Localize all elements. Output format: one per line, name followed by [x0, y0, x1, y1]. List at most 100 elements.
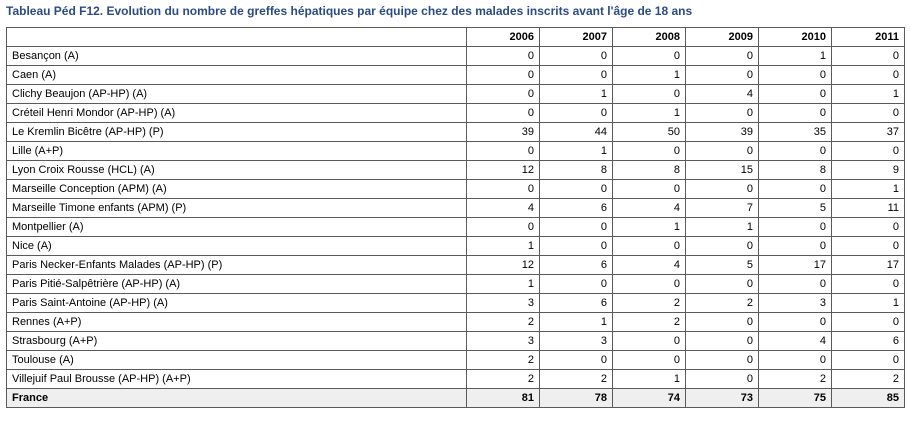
table-row: Lille (A+P) 0 1 0 0 0 0 — [6, 141, 905, 161]
value-cell: 39 — [466, 122, 540, 142]
value-cell: 0 — [612, 331, 686, 351]
value-cell: 0 — [466, 179, 540, 199]
team-name-cell: Paris Necker-Enfants Malades (AP-HP) (P) — [6, 255, 467, 275]
value-cell: 1 — [612, 65, 686, 85]
value-cell: 0 — [831, 46, 905, 66]
table-row: Nice (A) 1 0 0 0 0 0 — [6, 236, 905, 256]
value-cell: 2 — [831, 369, 905, 389]
value-cell: 2 — [466, 350, 540, 370]
team-name-cell: Marseille Timone enfants (APM) (P) — [6, 198, 467, 218]
value-cell: 0 — [466, 46, 540, 66]
value-cell: 0 — [685, 274, 759, 294]
table-row: Caen (A) 0 0 1 0 0 0 — [6, 65, 905, 85]
total-value: 85 — [831, 388, 905, 408]
value-cell: 0 — [758, 217, 832, 237]
value-cell: 0 — [466, 65, 540, 85]
value-cell: 4 — [466, 198, 540, 218]
value-cell: 3 — [758, 293, 832, 313]
value-cell: 0 — [685, 350, 759, 370]
value-cell: 0 — [758, 350, 832, 370]
transplant-table: 2006 2007 2008 2009 2010 2011 Besançon (… — [6, 27, 905, 408]
value-cell: 3 — [466, 331, 540, 351]
value-cell: 12 — [466, 160, 540, 180]
team-name-cell: Montpellier (A) — [6, 217, 467, 237]
table-row: Besançon (A) 0 0 0 0 1 0 — [6, 46, 905, 66]
total-value: 75 — [758, 388, 832, 408]
table-row: Rennes (A+P) 2 1 2 0 0 0 — [6, 312, 905, 332]
value-cell: 6 — [539, 255, 613, 275]
value-cell: 1 — [831, 179, 905, 199]
total-row: France 81 78 74 73 75 85 — [6, 388, 905, 408]
value-cell: 0 — [539, 350, 613, 370]
value-cell: 1 — [539, 312, 613, 332]
value-cell: 0 — [685, 236, 759, 256]
team-name-cell: Besançon (A) — [6, 46, 467, 66]
value-cell: 2 — [758, 369, 832, 389]
value-cell: 37 — [831, 122, 905, 142]
value-cell: 0 — [612, 179, 686, 199]
value-cell: 1 — [612, 103, 686, 123]
team-name-cell: Villejuif Paul Brousse (AP-HP) (A+P) — [6, 369, 467, 389]
team-name-cell: Paris Pitié-Salpêtrière (AP-HP) (A) — [6, 274, 467, 294]
table-row: Créteil Henri Mondor (AP-HP) (A) 0 0 1 0 0 0 — [6, 103, 905, 123]
value-cell: 0 — [539, 236, 613, 256]
team-name-cell: Caen (A) — [6, 65, 467, 85]
team-name-cell: Nice (A) — [6, 236, 467, 256]
value-cell: 1 — [539, 84, 613, 104]
team-name-cell: Strasbourg (A+P) — [6, 331, 467, 351]
table-row: Paris Pitié-Salpêtrière (AP-HP) (A) 1 0 0 0 0… — [6, 274, 905, 294]
value-cell: 0 — [758, 65, 832, 85]
value-cell: 4 — [685, 84, 759, 104]
value-cell: 1 — [758, 46, 832, 66]
value-cell: 1 — [612, 217, 686, 237]
value-cell: 15 — [685, 160, 759, 180]
table-row: Toulouse (A) 2 0 0 0 0 0 — [6, 350, 905, 370]
value-cell: 44 — [539, 122, 613, 142]
header-row: 2006 2007 2008 2009 2010 2011 — [6, 27, 905, 47]
header-year: 2007 — [539, 27, 613, 47]
table-title: Tableau Péd F12. Evolution du nombre de … — [6, 4, 693, 18]
value-cell: 1 — [612, 369, 686, 389]
value-cell: 0 — [685, 103, 759, 123]
value-cell: 0 — [612, 274, 686, 294]
value-cell: 0 — [831, 274, 905, 294]
value-cell: 0 — [539, 65, 613, 85]
value-cell: 12 — [466, 255, 540, 275]
value-cell: 50 — [612, 122, 686, 142]
value-cell: 1 — [831, 293, 905, 313]
header-year: 2011 — [831, 27, 905, 47]
table-row: Marseille Timone enfants (APM) (P) 4 6 4 7 5 1… — [6, 198, 905, 218]
header-year: 2009 — [685, 27, 759, 47]
value-cell: 3 — [539, 331, 613, 351]
value-cell: 7 — [685, 198, 759, 218]
team-name-cell: Lille (A+P) — [6, 141, 467, 161]
value-cell: 0 — [758, 84, 832, 104]
value-cell: 8 — [612, 160, 686, 180]
value-cell: 0 — [466, 84, 540, 104]
value-cell: 2 — [612, 312, 686, 332]
total-value: 81 — [466, 388, 540, 408]
value-cell: 1 — [466, 274, 540, 294]
value-cell: 0 — [831, 350, 905, 370]
value-cell: 1 — [685, 217, 759, 237]
header-team — [6, 27, 467, 47]
value-cell: 0 — [539, 217, 613, 237]
team-name-cell: Paris Saint-Antoine (AP-HP) (A) — [6, 293, 467, 313]
value-cell: 1 — [466, 236, 540, 256]
total-value: 78 — [539, 388, 613, 408]
value-cell: 0 — [685, 65, 759, 85]
value-cell: 0 — [831, 141, 905, 161]
team-name-cell: Le Kremlin Bicêtre (AP-HP) (P) — [6, 122, 467, 142]
value-cell: 0 — [539, 103, 613, 123]
team-name-cell: Créteil Henri Mondor (AP-HP) (A) — [6, 103, 467, 123]
value-cell: 17 — [758, 255, 832, 275]
value-cell: 0 — [685, 331, 759, 351]
value-cell: 0 — [758, 236, 832, 256]
value-cell: 0 — [685, 312, 759, 332]
value-cell: 0 — [685, 179, 759, 199]
value-cell: 0 — [612, 84, 686, 104]
value-cell: 2 — [466, 312, 540, 332]
value-cell: 0 — [612, 46, 686, 66]
value-cell: 9 — [831, 160, 905, 180]
table-row: Marseille Conception (APM) (A) 0 0 0 0 0 1 — [6, 179, 905, 199]
